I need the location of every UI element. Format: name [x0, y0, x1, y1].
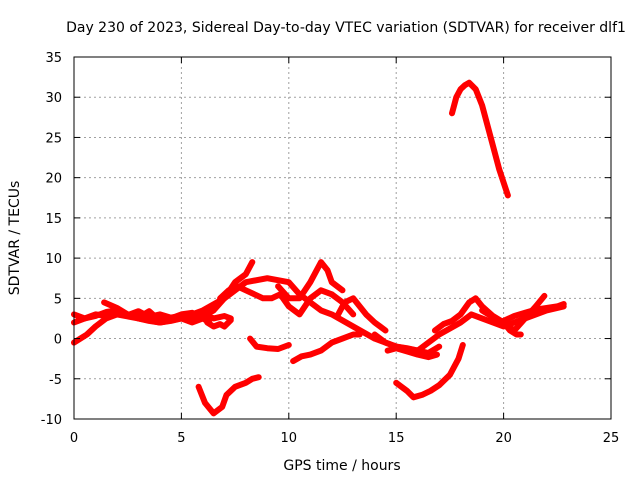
- series-line-arc-9: [275, 259, 346, 302]
- x-tick-label: 5: [177, 431, 185, 446]
- x-axis-label: GPS time / hours: [283, 458, 400, 474]
- plot-frame: [73, 56, 612, 420]
- y-tick-label: 5: [54, 292, 62, 307]
- y-tick-label: 30: [45, 91, 62, 106]
- series-line-arc-17: [492, 301, 567, 326]
- y-tick-label: 20: [45, 172, 62, 187]
- y-tick-label: -10: [41, 413, 62, 428]
- y-tick-label: 35: [45, 51, 62, 66]
- y-tick-label: 0: [54, 333, 62, 348]
- series-line-arc-13: [384, 345, 440, 361]
- x-tick-label: 15: [388, 431, 405, 446]
- y-tick-label: 10: [45, 252, 62, 267]
- y-tick-label: 25: [45, 131, 62, 146]
- series-line-arc-6: [195, 374, 262, 417]
- series-line-arc-18: [449, 79, 511, 199]
- chart-title: Day 230 of 2023, Sidereal Day-to-day VTE…: [66, 20, 626, 36]
- series-line-arc-15: [431, 292, 548, 334]
- series-line-arc-4: [101, 299, 213, 326]
- y-axis-label: SDTVAR / TECUs: [7, 181, 23, 296]
- y-tick-label: 15: [45, 212, 62, 227]
- y-tick-label: -5: [49, 373, 62, 388]
- grid-lines: [74, 57, 611, 419]
- data-series-group: [71, 79, 567, 417]
- series-line-arc-12: [371, 331, 443, 356]
- x-tick-label: 25: [603, 431, 620, 446]
- series-line-arc-5: [204, 317, 234, 330]
- series-line-arc-8: [217, 283, 357, 318]
- series-line-arc-7: [247, 335, 292, 352]
- series-line-arc-14: [393, 342, 466, 401]
- series-line-arc-10: [335, 295, 389, 334]
- x-tick-label: 20: [495, 431, 512, 446]
- axis-ticks: 0 5 10 15 20 25 -10 -5 0 5 10 15 20 25 30 35: [41, 51, 620, 446]
- x-tick-label: 0: [70, 431, 78, 446]
- x-tick-label: 10: [281, 431, 298, 446]
- series-line-arc-11: [290, 331, 363, 365]
